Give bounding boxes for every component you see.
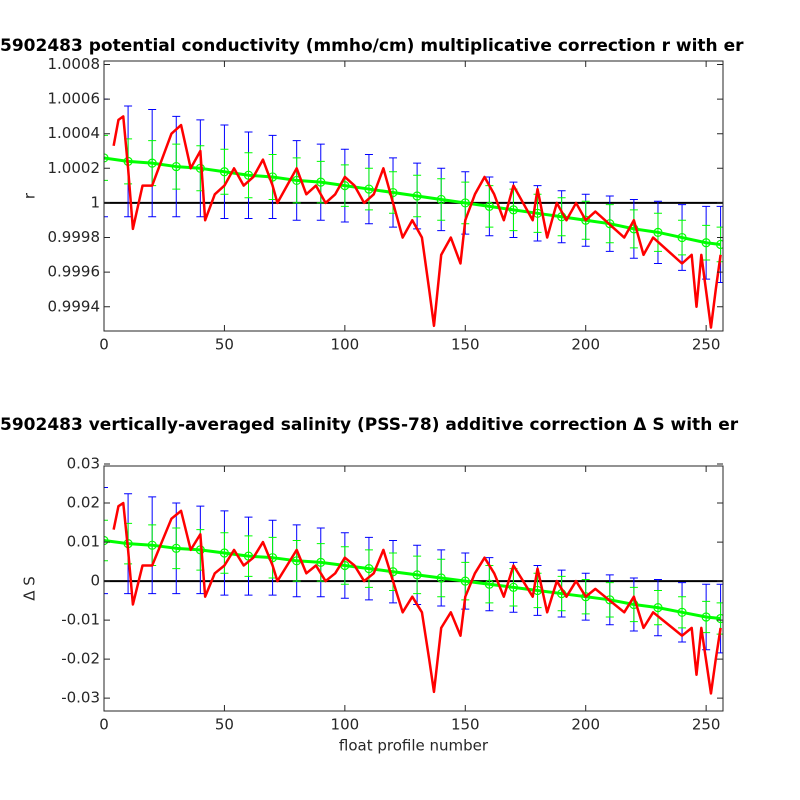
x-axis-label: float profile number xyxy=(339,737,489,755)
x-tick-label: 50 xyxy=(215,716,234,734)
error-bar xyxy=(104,486,108,595)
data-line xyxy=(104,156,721,246)
data-point xyxy=(219,167,230,177)
data-point xyxy=(412,570,422,580)
y-tick-label: 0.9994 xyxy=(48,297,101,315)
plot: 0 50 100 150 200 250 0.9994 0.9996 0.9998 1 1.0002… xyxy=(0,36,744,354)
axes-box xyxy=(103,60,724,332)
x-tick-label: 50 xyxy=(215,336,234,354)
data-point xyxy=(677,232,687,243)
data-point xyxy=(104,153,109,163)
data-line xyxy=(112,115,722,329)
data-point xyxy=(605,595,615,605)
data-point xyxy=(701,612,711,622)
x-tick-label: 100 xyxy=(331,336,360,354)
chart-title: 5902483 vertically-averaged salinity (PS… xyxy=(0,415,739,435)
plot-area xyxy=(104,466,723,711)
x-tick-label: 200 xyxy=(571,716,600,734)
data-point xyxy=(436,194,446,205)
y-tick-label: 0.01 xyxy=(67,533,100,551)
y-tick-label: 1 xyxy=(90,193,100,211)
y-tick-label: -0.01 xyxy=(61,611,100,629)
plot-content xyxy=(104,486,723,695)
data-point xyxy=(653,227,663,237)
x-tick-label: 150 xyxy=(451,336,480,354)
data-point xyxy=(508,582,519,592)
data-point xyxy=(436,573,446,583)
data-point xyxy=(484,201,494,211)
data-point xyxy=(171,543,181,553)
data-point xyxy=(715,613,723,624)
data-point xyxy=(147,540,157,550)
x-tick-label: 0 xyxy=(99,336,109,354)
data-point xyxy=(219,548,230,558)
data-point xyxy=(243,170,254,180)
plot-content xyxy=(104,98,723,329)
data-point xyxy=(677,607,687,617)
x-tick-label: 250 xyxy=(692,716,721,734)
x-tick-label: 100 xyxy=(331,716,360,734)
data-point xyxy=(316,557,326,567)
data-point xyxy=(104,535,109,546)
x-tick-label: 200 xyxy=(571,336,600,354)
data-line xyxy=(104,539,721,621)
data-point xyxy=(508,205,519,215)
data-point xyxy=(460,198,470,208)
data-point xyxy=(484,579,494,589)
x-tick-label: 150 xyxy=(451,716,480,734)
y-tick-label: 1.0002 xyxy=(48,159,101,177)
y-axis-label: r xyxy=(21,192,39,199)
data-point xyxy=(653,603,663,613)
y-tick-label: 1.0008 xyxy=(48,55,101,73)
y-tick-label: 0 xyxy=(90,572,100,590)
y-tick-label: 1.0004 xyxy=(48,124,101,142)
error-bar xyxy=(104,134,108,181)
y-tick-label: -0.03 xyxy=(61,689,100,707)
y-tick-label: 0.03 xyxy=(67,455,100,473)
data-point xyxy=(364,564,374,574)
data-line xyxy=(112,501,722,695)
x-tick-label: 250 xyxy=(692,336,721,354)
data-point xyxy=(171,161,181,172)
data-point xyxy=(412,191,422,201)
y-tick-label: 0.9996 xyxy=(48,263,101,281)
data-point xyxy=(715,239,723,250)
axes-box xyxy=(103,465,724,712)
data-point xyxy=(581,215,591,225)
data-point xyxy=(147,158,157,168)
x-tick-label: 0 xyxy=(99,716,109,734)
data-point xyxy=(701,238,711,248)
data-point xyxy=(316,177,326,187)
data-point xyxy=(605,219,615,229)
y-tick-label: -0.02 xyxy=(61,650,100,668)
data-point xyxy=(364,184,374,194)
error-bar xyxy=(104,519,108,562)
y-tick-label: 1.0006 xyxy=(48,90,101,108)
plot: 0 50 100 150 200 250 -0.03 -0.02 -0.01 0 0.01 0.02 0… xyxy=(0,415,739,755)
data-point xyxy=(581,592,591,602)
y-tick-label: 0.02 xyxy=(67,494,100,512)
y-axis-label: Δ S xyxy=(21,576,39,601)
chart-title: 5902483 potential conductivity (mmho/cm)… xyxy=(0,36,744,56)
data-point xyxy=(460,576,470,586)
y-tick-label: 0.9998 xyxy=(48,228,101,246)
